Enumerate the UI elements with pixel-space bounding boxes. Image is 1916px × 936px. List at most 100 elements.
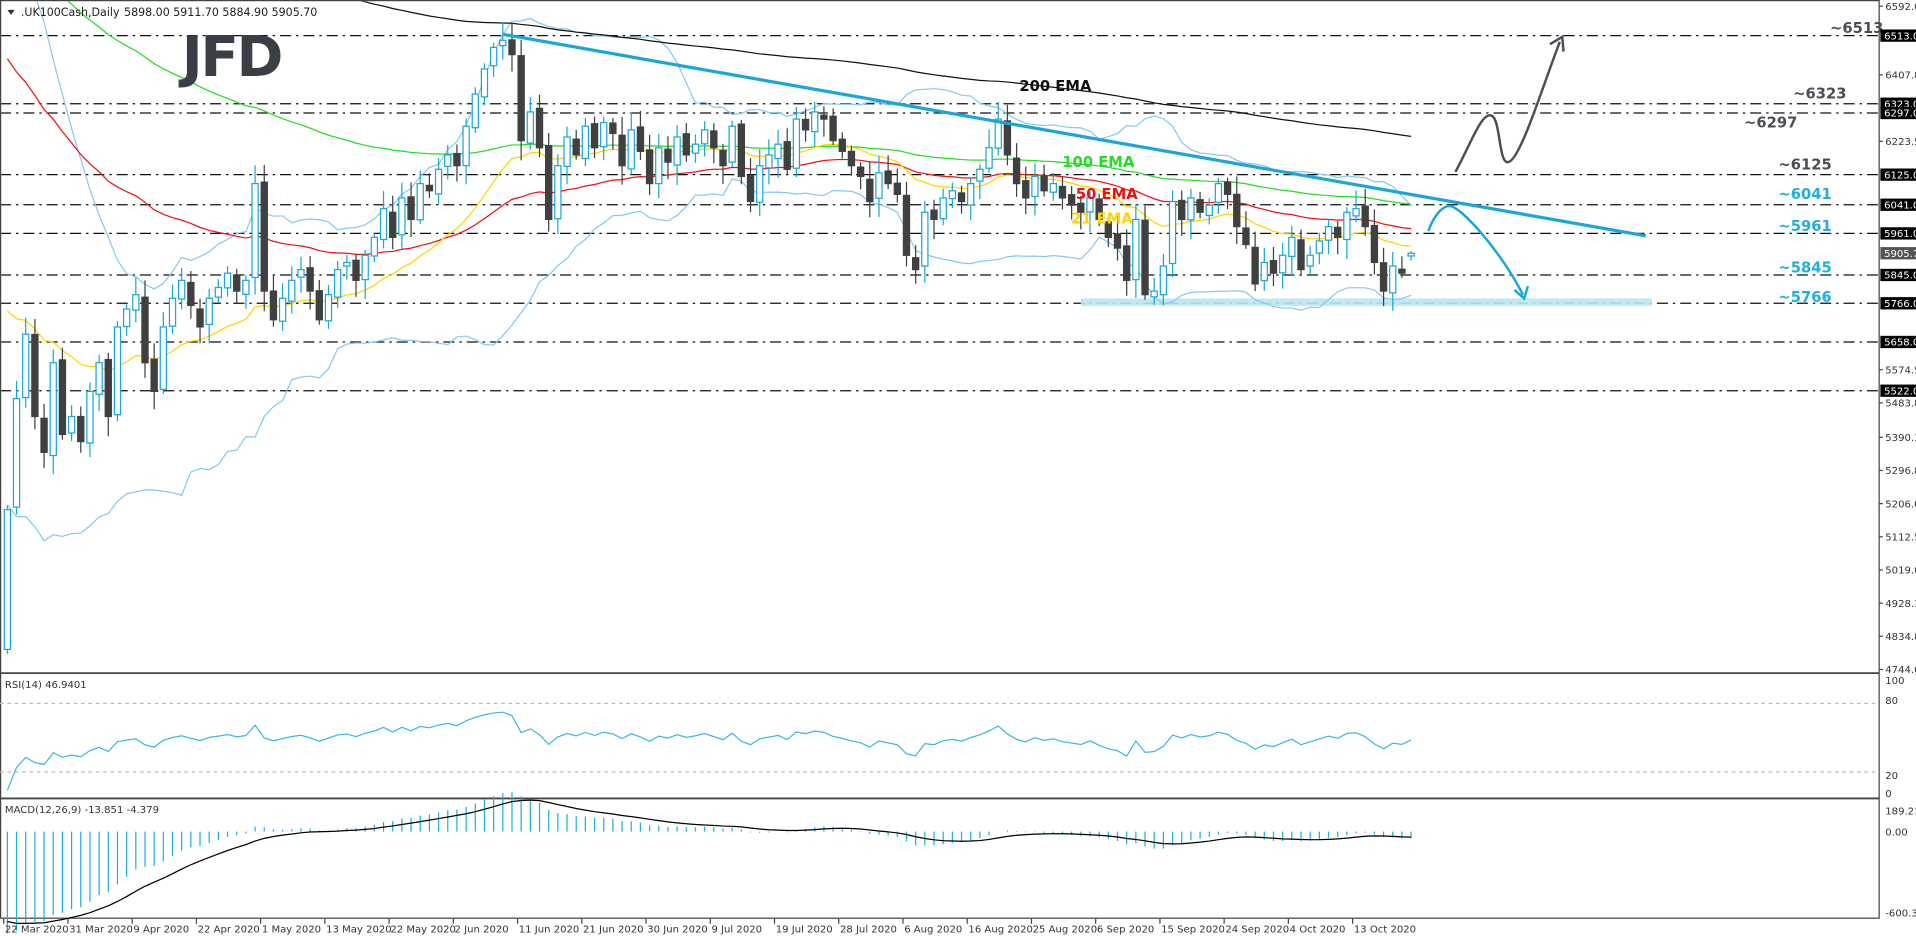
date-label: 16 Aug 2020: [968, 924, 1032, 935]
level-price-tag: [1880, 198, 1916, 211]
ema-label: 200 EMA: [1019, 78, 1092, 95]
candle-body: [783, 141, 791, 170]
level-price-label: 5766.00: [1884, 299, 1916, 310]
macd-label: MACD(12,26,9) -13.851 -4.379: [5, 805, 159, 816]
candle-body: [535, 107, 544, 149]
candle-body: [700, 129, 709, 145]
date-label: 28 Jul 2020: [840, 924, 897, 935]
macd-pane: MACD(12,26,9) -13.851 -4.379 189.218 0.00 -…: [5, 792, 1916, 934]
level-annotation: ~5845: [1778, 260, 1831, 277]
candle-body: [40, 417, 48, 453]
candle-body: [1205, 204, 1213, 217]
candle-body: [1398, 268, 1406, 274]
candle-body: [12, 397, 21, 508]
rsi-label: RSI(14) 46.9401: [5, 680, 87, 691]
candle-body: [434, 168, 443, 195]
candle-body: [636, 126, 645, 152]
candle-body: [691, 143, 700, 154]
level-price-tag: [1880, 168, 1916, 181]
date-label: 6 Aug 2020: [904, 924, 962, 935]
candle-body: [600, 122, 608, 148]
candle-body: [967, 182, 975, 206]
level-price-label: 5961.00: [1884, 229, 1916, 240]
price-tick-label: 6223.55: [1885, 137, 1916, 148]
candle-body: [774, 143, 782, 160]
ohlc-readout: 5898.00 5911.70 5884.90 5905.70: [124, 6, 317, 19]
bollinger-upper-line: [36, 1, 1412, 290]
candle-body: [572, 138, 580, 156]
collapse-triangle-icon[interactable]: [7, 9, 15, 15]
candle-body: [664, 148, 672, 163]
rsi-tick-label: 100: [1885, 676, 1904, 687]
date-axis: 22 Mar 2020 31 Mar 2020 9 Apr 2020 22 Apr 2…: [3, 918, 1416, 935]
candle-body: [994, 118, 1002, 149]
candle-body: [590, 123, 599, 149]
level-price-label: 6041.00: [1884, 200, 1916, 211]
candle-body: [838, 138, 846, 152]
candle-body: [609, 122, 617, 135]
candle-body: [333, 268, 342, 298]
candle-body: [1104, 221, 1113, 238]
level-annotation: ~6125: [1778, 157, 1831, 174]
candle-body: [1389, 265, 1397, 294]
candle-body: [278, 297, 287, 322]
candle-body: [1168, 200, 1177, 265]
candle-body: [1159, 265, 1168, 296]
price-tick-label: 5112.55: [1885, 532, 1916, 543]
date-label: 11 Jun 2020: [519, 924, 580, 935]
level-price-tag: [1880, 227, 1916, 240]
candle-body: [1113, 233, 1122, 249]
candle-body: [1150, 290, 1158, 298]
date-label: 9 Jul 2020: [711, 924, 762, 935]
level-price-tag: [1880, 106, 1916, 120]
candle-body: [379, 208, 388, 241]
candle-body: [132, 294, 140, 311]
candle-body: [178, 279, 186, 300]
level-price-label: 6323.00: [1884, 99, 1916, 110]
candle-body: [269, 290, 278, 321]
candle-body: [517, 55, 525, 142]
candle-body: [187, 281, 195, 307]
candle-body: [1141, 219, 1149, 296]
candle-body: [811, 111, 819, 133]
candle-body: [508, 39, 516, 56]
chart-header: .UK100Cash,Daily 5898.00 5911.70 5884.90…: [7, 6, 317, 19]
candle-body: [746, 175, 755, 203]
candle-body: [159, 326, 168, 390]
ema-200-line: [360, 1, 1412, 137]
level-price-tag: [1880, 268, 1916, 282]
candle-body: [856, 166, 865, 178]
candle-body: [866, 178, 874, 203]
price-tick-label: 4744.05: [1885, 665, 1916, 676]
candle-body: [31, 333, 39, 418]
candle-body: [205, 297, 213, 326]
candle-body: [361, 254, 369, 281]
bollinger-lower-line: [6, 178, 1412, 542]
candle-body: [875, 172, 883, 199]
level-annotation: ~6513: [1830, 20, 1883, 37]
candle-body: [1306, 254, 1314, 267]
candle-body: [3, 509, 12, 651]
candle-body: [471, 93, 479, 129]
candle-body: [462, 125, 470, 167]
jfd-logo: JFD: [178, 25, 281, 90]
candle-body: [1214, 182, 1223, 203]
date-label: 13 May 2020: [326, 924, 392, 935]
candle-body: [1058, 185, 1067, 199]
macd-tick-label: 0.00: [1885, 827, 1907, 838]
candle-body: [1049, 182, 1057, 193]
candle-body: [22, 333, 30, 399]
ema-100-line: [67, 1, 1412, 205]
candle-body: [627, 129, 635, 170]
level-price-label: 5658.00: [1884, 338, 1916, 349]
date-label: 22 May 2020: [390, 924, 456, 935]
ema-50-line: [6, 58, 1412, 256]
price-axis: 6592.05 6407.80 6223.55 5574.55 5483.80 5390.…: [1879, 2, 1916, 676]
price-tick-label: 5296.80: [1885, 466, 1916, 477]
candle-body: [251, 182, 259, 279]
candle-body: [1077, 202, 1085, 213]
candle-body: [95, 362, 103, 395]
candle-body: [921, 211, 929, 267]
candle-body: [1233, 193, 1241, 228]
ema-21-line: [6, 143, 1412, 372]
